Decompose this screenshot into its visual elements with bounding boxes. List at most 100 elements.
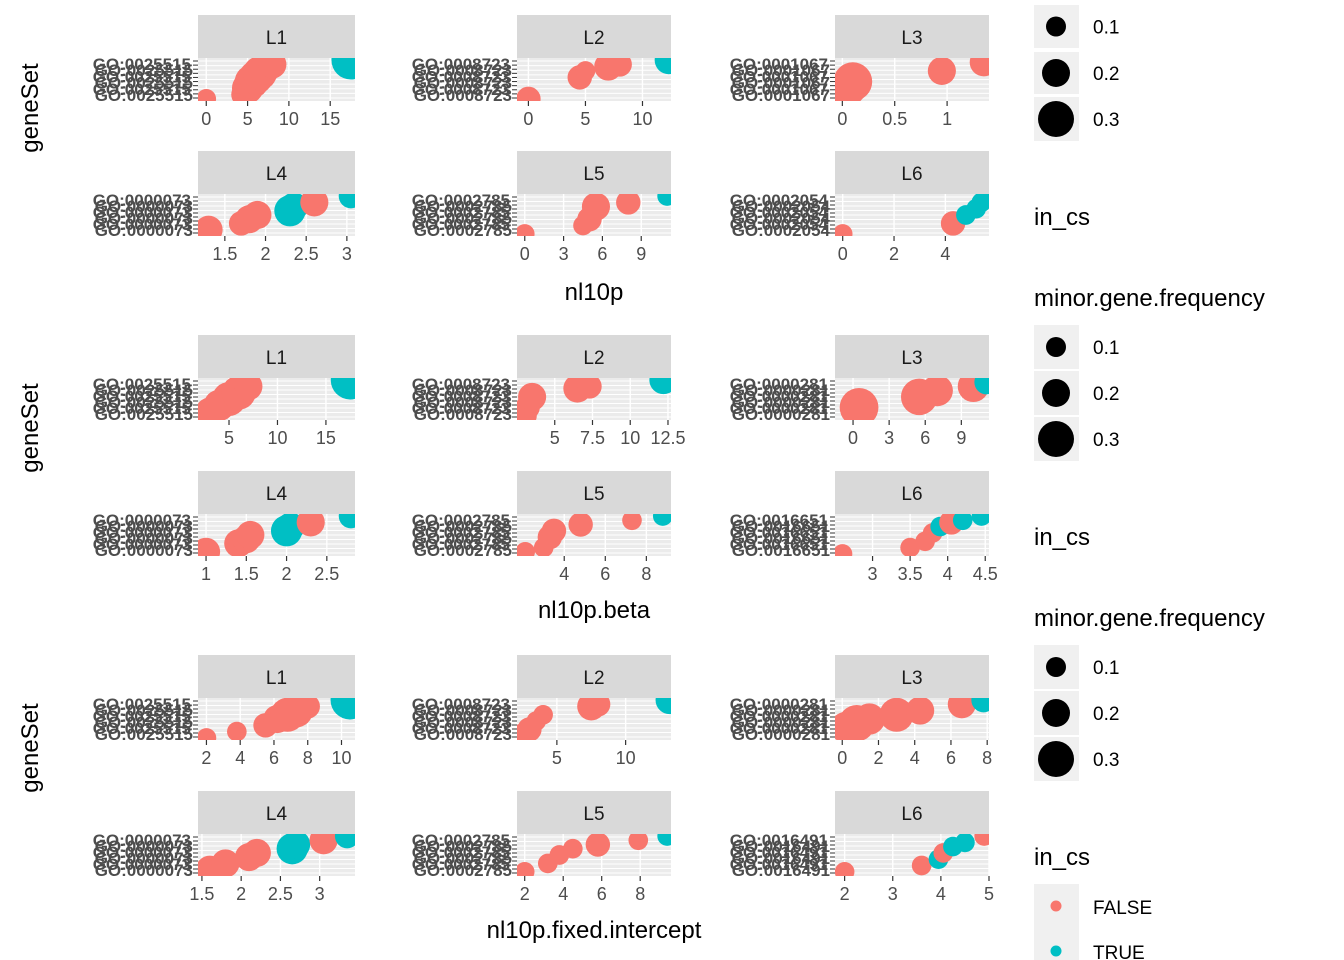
y-tick-label: GO:0025515 <box>93 67 191 86</box>
facet-strip-label: L1 <box>266 668 287 689</box>
y-tick-label: GO:0000281 <box>730 399 828 418</box>
x-tick-label: 5 <box>550 428 560 448</box>
size-legend-label: 0.1 <box>1093 658 1119 679</box>
y-tick-label: GO:0016651 <box>730 523 828 542</box>
y-tick-label: GO:0000281 <box>730 695 828 714</box>
x-tick-label: 0 <box>837 109 847 129</box>
y-tick-label: GO:0016651 <box>732 541 830 560</box>
y-tick-label: GO:0000073 <box>95 517 193 536</box>
x-axis-title: nl10p.beta <box>538 597 651 624</box>
y-tick-label: GO:0000073 <box>95 209 193 228</box>
facet-strip <box>835 655 989 698</box>
y-tick-label: GO:0002785 <box>412 523 510 542</box>
y-tick-label: GO:0001067 <box>732 86 830 105</box>
x-tick-label: 0 <box>201 109 211 129</box>
x-tick-label: 5 <box>224 428 234 448</box>
y-tick-label: GO:0016651 <box>730 511 828 530</box>
y-tick-label: GO:0008723 <box>412 80 510 99</box>
facet-l1: L10 5 10 15GO:0025515GO:0025515GO:0025515GO… <box>93 15 355 129</box>
point-in-cs-false <box>853 703 886 735</box>
y-tick-label: GO:0000281 <box>732 725 830 744</box>
x-tick-label: 2 <box>520 884 530 904</box>
y-tick-label: GO:0002785 <box>412 511 510 530</box>
point-in-cs-false <box>198 728 217 740</box>
facet-strip-label: L3 <box>901 668 922 689</box>
point-in-cs-true <box>338 194 355 209</box>
point-in-cs-true <box>334 834 355 849</box>
y-tick-label: GO:0000073 <box>95 541 193 560</box>
x-tick-label: 4 <box>940 244 950 264</box>
point-in-cs-true <box>330 378 355 400</box>
point-in-cs-true <box>974 378 989 395</box>
size-legend-label: 0.1 <box>1093 338 1119 359</box>
point-in-cs-false <box>300 194 329 217</box>
point-in-cs-true <box>652 514 671 526</box>
x-tick-label: 5 <box>984 884 994 904</box>
y-tick-label: GO:0000073 <box>93 191 191 210</box>
y-tick-labels: GO:0002785GO:0002785GO:0002785GO:0002785… <box>412 511 512 560</box>
facet-l2: L20 5 10GO:0008723GO:0008723GO:0008723GO:0… <box>412 15 671 129</box>
x-tick-label: 0 <box>523 109 533 129</box>
facet-strip <box>198 791 355 834</box>
facet-strip-label: L1 <box>266 348 287 369</box>
facet-strip-label: L2 <box>583 28 604 49</box>
y-tick-label: GO:0002785 <box>412 191 510 210</box>
x-tick-label: 15 <box>316 428 336 448</box>
y-tick-label: GO:0025515 <box>95 381 193 400</box>
facet-strip <box>198 471 355 514</box>
x-axis-title: nl10p <box>565 279 624 306</box>
y-tick-label: GO:0000281 <box>732 701 830 720</box>
x-tick-label: 10 <box>616 748 636 768</box>
y-tick-labels: GO:0000073GO:0000073GO:0000073GO:0000073… <box>93 511 193 560</box>
y-tick-label: GO:0000073 <box>93 831 191 850</box>
point-in-cs-true <box>955 834 975 853</box>
x-tick-label: 6 <box>269 748 279 768</box>
x-tick-label: 9 <box>636 244 646 264</box>
x-tick-label: 6 <box>597 884 607 904</box>
x-tick-label: 10 <box>632 109 652 129</box>
point-in-cs-false <box>541 518 567 544</box>
point-in-cs-false <box>906 698 935 725</box>
x-tick-label: 2.5 <box>294 244 319 264</box>
y-tick-label: GO:0016651 <box>732 517 830 536</box>
y-tick-label: GO:0016491 <box>730 831 828 850</box>
size-legend-dot <box>1042 699 1070 727</box>
size-legend-label: 0.3 <box>1093 110 1119 131</box>
y-tick-label: GO:0000281 <box>730 707 828 726</box>
point-in-cs-false <box>835 224 853 236</box>
point-in-cs-true <box>282 834 311 859</box>
facet-strip-label: L2 <box>583 668 604 689</box>
point-in-cs-false <box>242 838 271 867</box>
y-tick-label: GO:0025515 <box>93 707 191 726</box>
x-tick-label: 2 <box>236 884 246 904</box>
point-in-cs-false <box>198 89 217 101</box>
point-in-cs-false <box>309 834 338 855</box>
y-tick-label: GO:0002785 <box>414 861 512 880</box>
y-tick-label: GO:0001067 <box>732 61 830 80</box>
y-tick-label: GO:0025515 <box>95 393 193 412</box>
x-tick-label: 4 <box>558 884 568 904</box>
y-tick-label: GO:0000281 <box>732 381 830 400</box>
y-tick-label: GO:0002054 <box>730 191 829 210</box>
point-in-cs-true <box>657 834 671 846</box>
y-tick-label: GO:0001067 <box>730 55 828 74</box>
x-tick-label: 8 <box>303 748 313 768</box>
x-tick-label: 10 <box>267 428 287 448</box>
y-tick-label: GO:0008723 <box>414 86 512 105</box>
facet-strip-label: L5 <box>583 804 604 825</box>
data-points <box>517 834 671 876</box>
x-tick-label: 1.5 <box>189 884 214 904</box>
legend-3: minor.gene.frequency 0.1 0.2 0.3 in_cs FALSE T… <box>1034 605 1265 960</box>
data-points <box>835 834 989 876</box>
y-tick-label: GO:0002054 <box>732 221 831 240</box>
y-tick-label: GO:0025515 <box>95 405 193 424</box>
size-legend-dot <box>1042 59 1070 87</box>
y-tick-label: GO:0008723 <box>412 719 510 738</box>
facet-strip <box>517 151 671 194</box>
y-tick-labels: GO:0025515GO:0025515GO:0025515GO:0025515… <box>93 375 193 424</box>
y-tick-label: GO:0008723 <box>412 375 510 394</box>
point-in-cs-false <box>575 61 596 81</box>
y-tick-label: GO:0002785 <box>414 849 512 868</box>
y-tick-labels: GO:0000281GO:0000281GO:0000281GO:0000281… <box>730 375 830 424</box>
x-tick-label: 15 <box>320 109 340 129</box>
